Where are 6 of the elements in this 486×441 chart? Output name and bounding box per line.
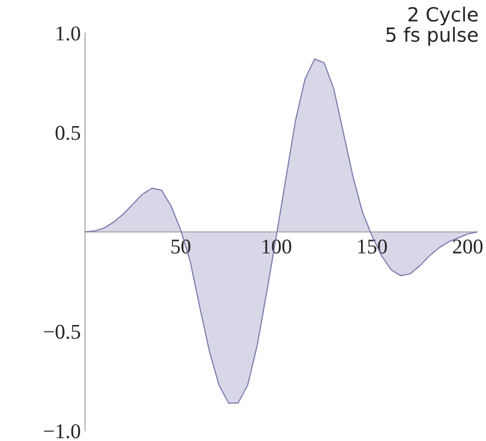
- annotation: 2 Cycle 5 fs pulse: [386, 6, 478, 46]
- y-tick-label: −1.0: [44, 424, 80, 438]
- y-tick-label: −0.5: [44, 324, 80, 339]
- x-tick-label: 200: [452, 240, 483, 254]
- y-tick-label: 1.0: [56, 26, 80, 41]
- y-tick-label: 0.5: [56, 126, 80, 140]
